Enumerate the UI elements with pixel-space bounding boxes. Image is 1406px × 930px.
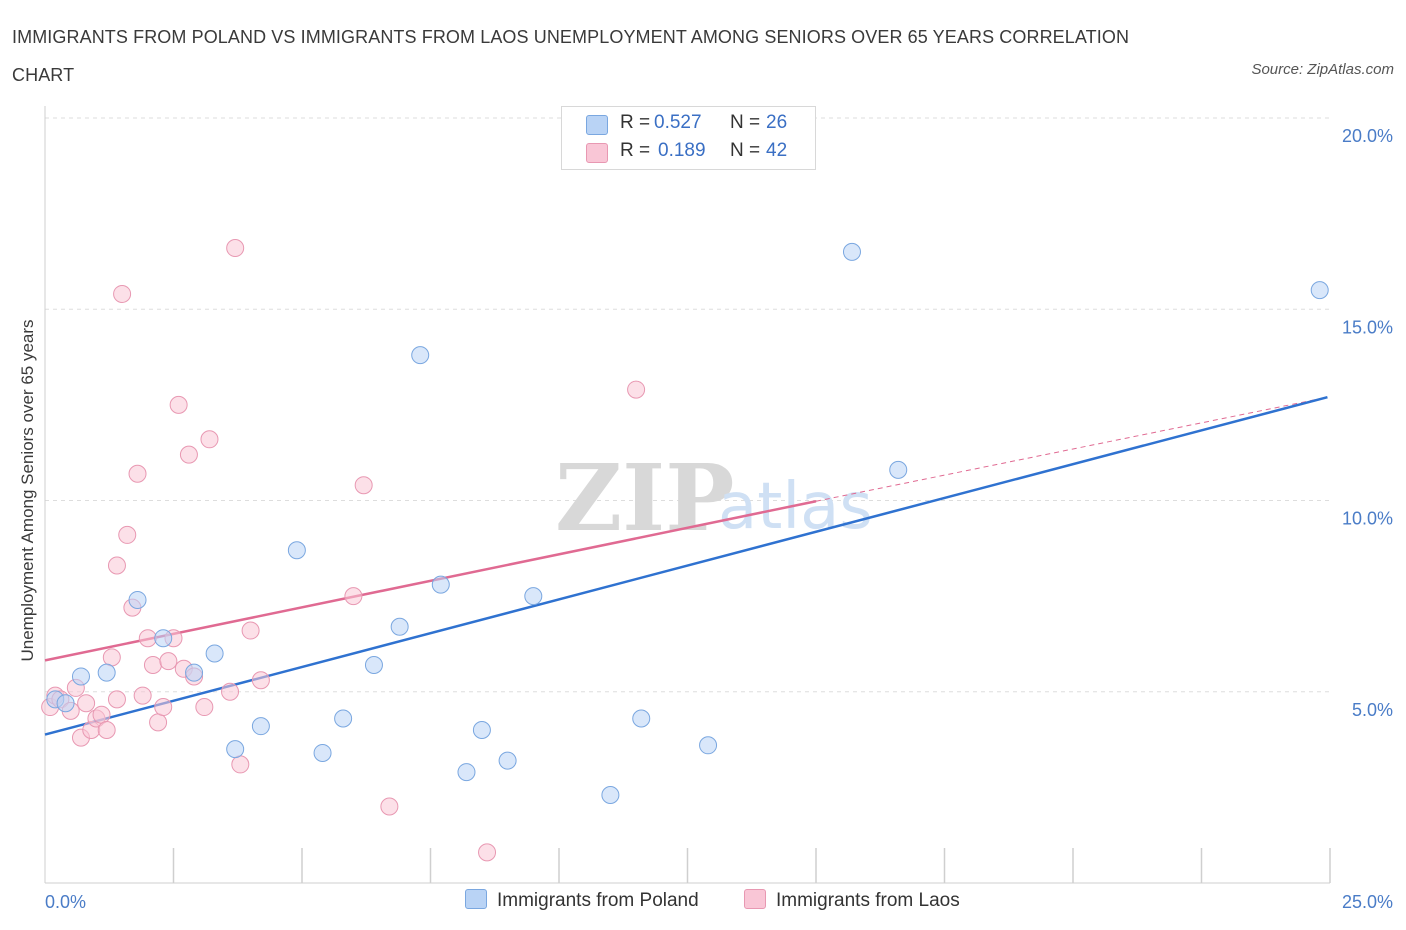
poland-point [313, 743, 332, 762]
y-tick-label: 20.0% [1342, 126, 1393, 146]
laos-point [195, 698, 214, 717]
laos-point [133, 686, 152, 705]
poland-n-value: 26 [766, 112, 788, 133]
grid-lines [45, 117, 1330, 693]
watermark-atlas: atlas [718, 470, 873, 544]
bottom-legend-laos: Immigrants from Laos [744, 889, 960, 912]
y-tick-label: 10.0% [1342, 509, 1393, 529]
y-axis-label: Unemployment Among Seniors over 65 years [18, 319, 37, 661]
laos-point [118, 525, 137, 544]
poland-point [472, 721, 491, 739]
laos-point [169, 395, 188, 414]
laos-legend-swatch [744, 889, 766, 909]
tick-labels: 5.0% 10.0% 15.0% 20.0% 0.0% 25.0% Unemployment… [18, 126, 1393, 912]
poland-r-label: R = [620, 112, 651, 133]
axes [44, 106, 1331, 884]
laos-point [92, 705, 111, 724]
laos-point [107, 690, 126, 709]
poland-point [226, 740, 245, 759]
poland-legend-swatch [465, 889, 487, 909]
poland-legend-label: Immigrants from Poland [497, 890, 699, 911]
laos-point [77, 694, 96, 713]
poland-point [71, 667, 90, 686]
poland-point [154, 629, 173, 648]
watermark-zip: ZIP [555, 444, 734, 552]
laos-point [251, 671, 270, 690]
laos-point [154, 698, 173, 717]
laos-r-value: 0.189 [658, 140, 706, 161]
poland-swatch [586, 115, 608, 135]
laos-point [221, 682, 240, 701]
laos-point [380, 797, 399, 816]
laos-point [241, 621, 260, 640]
poland-n-label: N = [730, 112, 761, 133]
poland-point [498, 751, 517, 770]
poland-point [56, 694, 75, 713]
laos-legend-label: Immigrants from Laos [776, 890, 960, 911]
poland-point [128, 590, 147, 609]
laos-point [149, 713, 168, 732]
laos-point [226, 239, 245, 258]
laos-point [344, 587, 363, 606]
poland-point [287, 541, 306, 560]
laos-point [179, 445, 198, 464]
laos-point [102, 648, 121, 667]
poland-point [364, 655, 383, 674]
x-tick-label: 25.0% [1342, 892, 1393, 912]
laos-swatch [586, 143, 608, 163]
chart-title: IMMIGRANTS FROM POLAND VS IMMIGRANTS FRO… [12, 27, 1130, 85]
laos-point [143, 655, 162, 674]
poland-point [601, 786, 620, 805]
bottom-legend-poland: Immigrants from Poland [465, 889, 699, 912]
poland-point [1310, 281, 1329, 300]
poland-point [431, 575, 450, 594]
poland-point [524, 587, 543, 606]
data-points [41, 239, 1329, 862]
laos-point [107, 556, 126, 575]
laos-point [113, 284, 132, 303]
y-tick-label: 5.0% [1352, 700, 1393, 720]
laos-point [159, 652, 178, 671]
laos-point [138, 629, 157, 648]
laos-point [97, 721, 116, 739]
laos-r-label: R = [620, 140, 651, 161]
poland-r-value: 0.527 [654, 112, 702, 133]
poland-point [699, 736, 718, 755]
y-tick-label: 15.0% [1342, 317, 1393, 337]
poland-point [97, 663, 116, 682]
poland-point [889, 460, 908, 479]
poland-point [205, 644, 224, 663]
source-credit: Source: ZipAtlas.com [1251, 61, 1394, 78]
poland-point [457, 763, 476, 782]
x-tick-label: 0.0% [45, 892, 86, 912]
laos-trend-extension [815, 396, 1328, 502]
poland-point [334, 709, 353, 728]
correlation-legend: R = 0.527 N = 26 R = 0.189 N = 42 [561, 106, 816, 170]
laos-point [128, 464, 147, 483]
laos-point [627, 380, 646, 399]
laos-point [200, 430, 219, 449]
poland-point [632, 709, 651, 728]
laos-point [478, 843, 497, 862]
poland-point [842, 242, 861, 261]
laos-n-value: 42 [766, 140, 788, 161]
poland-point [251, 717, 270, 736]
laos-point [354, 476, 373, 495]
laos-point [231, 755, 250, 774]
poland-point [390, 617, 409, 636]
laos-n-label: N = [730, 140, 761, 161]
poland-point [411, 346, 430, 365]
poland-point [185, 663, 204, 682]
